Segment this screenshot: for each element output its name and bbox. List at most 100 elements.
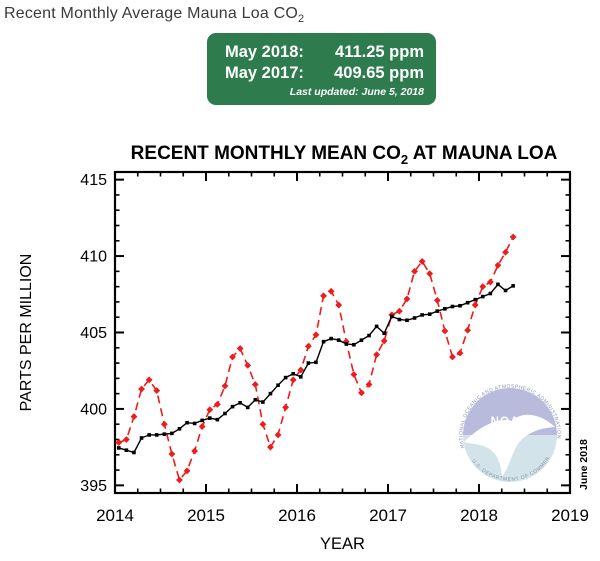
monthly-mean-point bbox=[267, 443, 274, 451]
co2-row-label: May 2017: bbox=[225, 64, 304, 83]
y-tick-label: 410 bbox=[80, 249, 107, 266]
trend-point bbox=[329, 336, 333, 341]
monthly-mean-point bbox=[471, 301, 479, 309]
x-axis-title: YEAR bbox=[320, 535, 365, 553]
co2-row-value: 409.65 ppm bbox=[334, 64, 424, 83]
monthly-mean-point bbox=[138, 385, 145, 393]
y-axis-title: PARTS PER MILLION bbox=[18, 254, 35, 412]
co2-summary-box: May 2018: 411.25 ppm May 2017: 409.65 pp… bbox=[207, 33, 436, 105]
monthly-mean-point bbox=[206, 406, 214, 414]
last-updated-note: Last updated: June 5, 2018 bbox=[289, 86, 424, 99]
trend-point bbox=[162, 432, 167, 436]
trend-point bbox=[283, 375, 288, 380]
monthly-mean-point bbox=[183, 467, 191, 475]
monthly-mean-point bbox=[259, 420, 267, 428]
trend-point bbox=[473, 297, 478, 302]
monthly-mean-point bbox=[486, 278, 494, 286]
monthly-mean-point bbox=[327, 287, 335, 295]
monthly-mean-point bbox=[244, 361, 252, 369]
monthly-mean-point bbox=[236, 345, 244, 352]
chart-title: RECENT MONTHLY MEAN CO2 AT MAUNA LOA bbox=[131, 143, 558, 167]
trend-point bbox=[336, 338, 341, 342]
co2-summary-row-2017: May 2017: 409.65 ppm bbox=[225, 63, 424, 84]
monthly-mean-point bbox=[304, 342, 312, 350]
trend-point bbox=[412, 316, 417, 320]
monthly-mean-point bbox=[411, 267, 418, 275]
trend-point bbox=[359, 338, 364, 342]
page-title-text: Recent Monthly Average Mauna Loa CO bbox=[4, 5, 298, 22]
monthly-mean-point bbox=[282, 404, 290, 411]
trend-point bbox=[170, 431, 174, 436]
trend-point bbox=[245, 405, 250, 410]
trend-point bbox=[480, 294, 485, 299]
monthly-mean-point bbox=[494, 261, 502, 269]
monthly-mean-point bbox=[380, 337, 388, 345]
monthly-mean-point bbox=[479, 283, 487, 291]
monthly-mean-point bbox=[509, 233, 517, 241]
y-tick-label: 405 bbox=[80, 325, 107, 342]
monthly-mean-point bbox=[502, 248, 509, 256]
monthly-mean-point bbox=[418, 258, 426, 265]
monthly-mean-point bbox=[464, 326, 472, 334]
trend-point bbox=[488, 291, 493, 296]
trend-point bbox=[185, 420, 189, 425]
monthly-mean-point bbox=[213, 400, 221, 408]
trend-point bbox=[215, 417, 220, 422]
trend-point bbox=[124, 448, 129, 452]
co2-row-label: May 2018: bbox=[225, 43, 304, 61]
trend-point bbox=[427, 312, 432, 316]
trend-markers bbox=[116, 282, 515, 455]
trend-point bbox=[261, 400, 265, 404]
monthly-mean-point bbox=[191, 447, 199, 455]
page-title: Recent Monthly Average Mauna Loa CO2 bbox=[4, 5, 304, 25]
trend-point bbox=[397, 317, 402, 322]
monthly-mean-point bbox=[198, 423, 206, 430]
trend-point bbox=[116, 446, 121, 450]
monthly-mean-point bbox=[426, 270, 434, 278]
noaa-logo-label: NOAA bbox=[491, 416, 530, 428]
noaa-bird-icon bbox=[464, 414, 555, 477]
monthly-mean-point bbox=[320, 292, 327, 300]
trend-point bbox=[298, 375, 303, 379]
monthly-mean-point bbox=[395, 307, 403, 315]
monthly-mean-point bbox=[115, 439, 123, 446]
monthly-mean-point bbox=[365, 381, 373, 388]
monthly-mean-point bbox=[130, 413, 138, 420]
y-tick-label: 395 bbox=[80, 478, 107, 495]
trend-point bbox=[154, 433, 159, 437]
trend-point bbox=[420, 313, 424, 317]
page-title-subscript: 2 bbox=[297, 13, 305, 26]
plot-frame bbox=[113, 170, 572, 495]
trend-point bbox=[268, 391, 273, 396]
chart-date-note: June 2018 bbox=[578, 439, 590, 490]
monthly-mean-point bbox=[312, 331, 320, 339]
trend-point bbox=[177, 427, 182, 431]
monthly-mean-point bbox=[160, 420, 168, 428]
monthly-mean-point bbox=[335, 301, 343, 309]
trend-point bbox=[192, 421, 197, 426]
monthly-mean-point bbox=[297, 366, 305, 374]
trend-point bbox=[132, 450, 136, 455]
monthly-mean-point bbox=[350, 371, 358, 378]
co2-row-value: 411.25 ppm bbox=[335, 43, 424, 61]
x-tick-label: 2017 bbox=[369, 506, 407, 525]
trend-point bbox=[465, 300, 470, 305]
y-tick-label: 415 bbox=[80, 172, 107, 189]
trend-point bbox=[291, 371, 296, 376]
trend-point bbox=[238, 401, 242, 405]
trend-point bbox=[139, 436, 144, 440]
trend-point bbox=[223, 411, 227, 416]
trend-point bbox=[435, 309, 440, 313]
monthly-mean-point bbox=[289, 376, 297, 384]
x-tick-label: 2016 bbox=[278, 506, 316, 525]
trend-point bbox=[374, 324, 379, 329]
trend-point bbox=[450, 304, 455, 309]
trend-point bbox=[253, 397, 258, 402]
trend-point bbox=[344, 342, 349, 346]
trend-point bbox=[352, 342, 356, 347]
monthly-mean-markers bbox=[115, 233, 517, 484]
trend-point bbox=[147, 433, 151, 437]
monthly-mean-point bbox=[221, 382, 229, 390]
trend-point bbox=[230, 404, 235, 409]
